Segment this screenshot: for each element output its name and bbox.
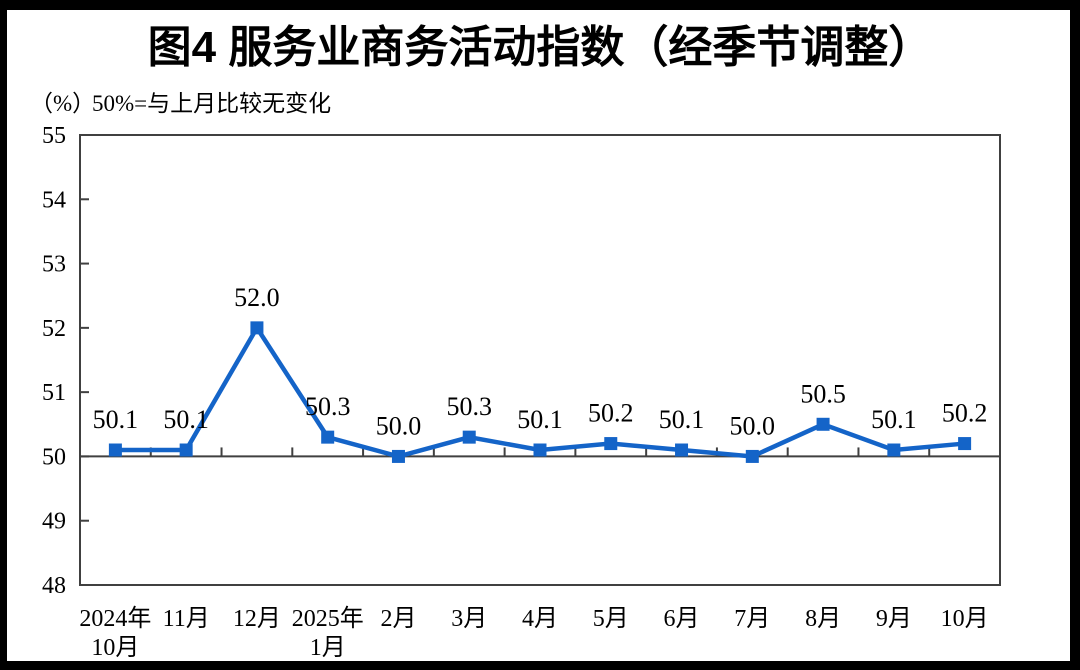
data-point <box>604 437 618 451</box>
data-point <box>179 443 193 457</box>
x-tick-label: 7月 <box>734 606 770 632</box>
y-tick-label: 53 <box>42 252 66 278</box>
data-point <box>887 443 901 457</box>
y-axis-unit-label: （%） <box>30 91 95 116</box>
y-tick-label: 50 <box>42 444 66 470</box>
x-tick-label: 4月 <box>522 606 558 632</box>
x-tick-label: 10月 <box>941 606 989 632</box>
y-tick-label: 52 <box>42 316 66 342</box>
data-label: 50.2 <box>942 399 988 428</box>
x-tick-label: 5月 <box>593 606 629 632</box>
data-label: 50.1 <box>93 405 139 434</box>
data-label: 50.3 <box>305 392 351 421</box>
x-tick-label: 2024年 <box>79 605 151 632</box>
data-point <box>321 430 335 444</box>
data-label: 50.2 <box>588 399 634 428</box>
data-point <box>958 437 972 451</box>
x-tick-label: 9月 <box>876 606 912 632</box>
data-label: 50.0 <box>730 411 776 440</box>
x-tick-label: 1月 <box>310 635 346 661</box>
data-label: 50.1 <box>871 405 917 434</box>
x-tick-label: 2月 <box>380 606 416 632</box>
data-label: 50.1 <box>163 405 209 434</box>
data-point <box>462 430 476 444</box>
y-tick-label: 54 <box>42 187 66 213</box>
x-tick-label: 3月 <box>451 606 487 632</box>
data-point <box>108 443 122 457</box>
x-tick-label: 8月 <box>805 606 841 632</box>
data-point <box>675 443 689 457</box>
data-point <box>250 321 264 335</box>
y-tick-label: 48 <box>42 573 66 599</box>
data-label: 50.0 <box>376 411 422 440</box>
plot-area: 48 49 50 51 52 53 54 55 2024年 10月 11月 12月 2025年 1月 2月 3… <box>42 123 1001 661</box>
reference-note: 50%=与上月比较无变化 <box>92 91 331 116</box>
data-point <box>391 449 405 463</box>
data-point <box>745 449 759 463</box>
data-label: 50.1 <box>659 405 705 434</box>
x-tick-label: 10月 <box>91 635 139 661</box>
plot-border <box>79 134 1001 586</box>
x-tick-label: 12月 <box>233 606 281 632</box>
data-label: 52.0 <box>234 283 280 312</box>
figure-background <box>7 10 1070 661</box>
x-tick-label: 2025年 <box>292 605 364 632</box>
data-label: 50.5 <box>800 379 846 408</box>
data-point <box>533 443 547 457</box>
data-point <box>816 417 830 431</box>
x-tick-label: 6月 <box>664 606 700 632</box>
y-tick-label: 49 <box>42 509 66 535</box>
x-tick-label: 11月 <box>163 606 210 632</box>
y-tick-label: 51 <box>42 380 66 406</box>
y-tick-label: 55 <box>42 123 66 149</box>
data-label: 50.3 <box>446 392 492 421</box>
chart-title: 图4 服务业商务活动指数（经季节调整） <box>148 23 933 72</box>
data-label: 50.1 <box>517 405 563 434</box>
